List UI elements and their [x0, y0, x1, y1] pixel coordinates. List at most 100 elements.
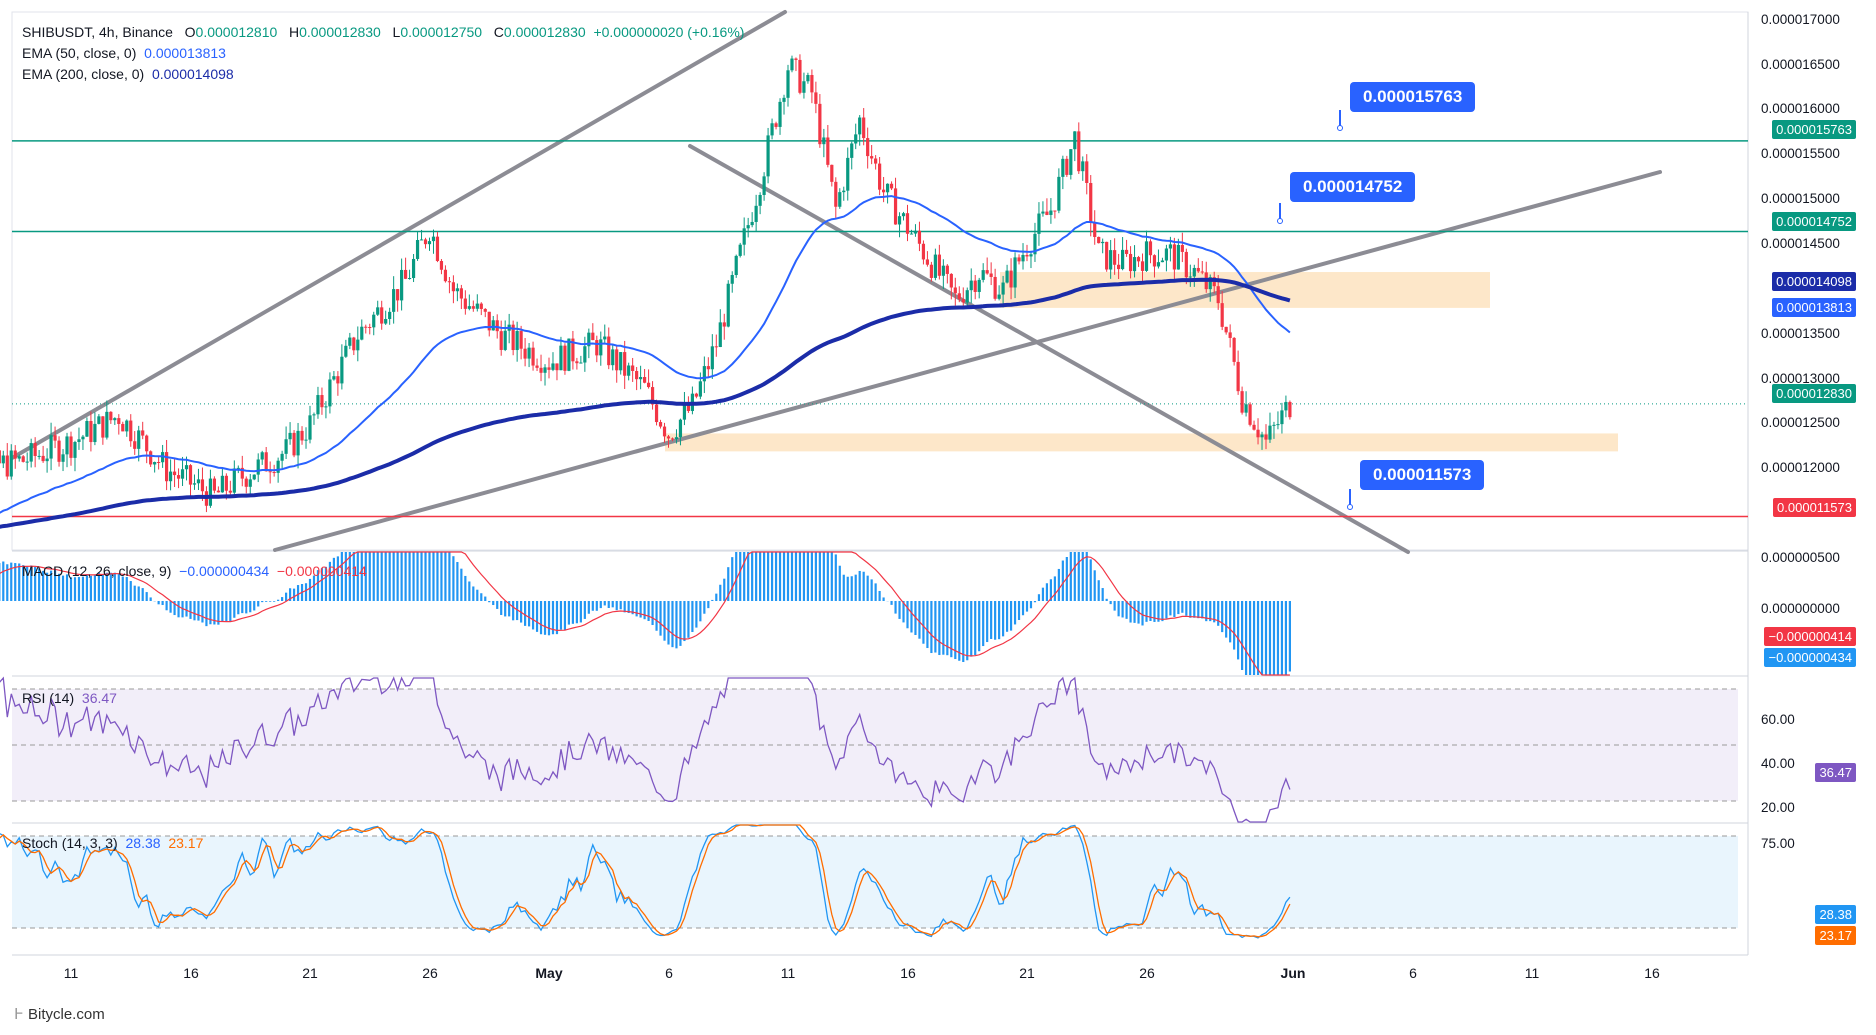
- candle-body: [635, 370, 639, 380]
- candle-body: [220, 475, 224, 493]
- candle-body: [929, 264, 933, 278]
- candle-body: [810, 75, 814, 93]
- candle-body: [650, 387, 655, 405]
- candle-body: [583, 346, 587, 363]
- candle-body: [631, 365, 635, 371]
- candle-body: [49, 435, 53, 459]
- candle-body: [495, 320, 499, 332]
- candle-body: [822, 137, 826, 145]
- candle-body: [897, 216, 902, 225]
- candle-body: [945, 265, 949, 274]
- candle-body: [862, 117, 866, 139]
- candle-body: [288, 432, 292, 440]
- candle-body: [515, 331, 519, 351]
- candle-body: [423, 239, 428, 245]
- candle-body: [623, 352, 627, 376]
- candle-body: [1037, 213, 1041, 234]
- callout-support[interactable]: 0.000011573: [1360, 460, 1485, 490]
- candle-body: [1192, 267, 1196, 277]
- candle-body: [953, 287, 957, 294]
- stoch-legend: Stoch (14, 3, 3) 28.38 23.17: [22, 835, 203, 851]
- callout-resistance-1[interactable]: 0.000015763: [1350, 82, 1476, 112]
- candle-body: [101, 416, 105, 438]
- candle-body: [527, 347, 531, 359]
- candle-body: [487, 311, 491, 331]
- candle-body: [89, 420, 93, 443]
- candle-body: [340, 356, 344, 384]
- rsi-tick: 40.00: [1761, 756, 1795, 771]
- candle-body: [1288, 401, 1292, 418]
- candle-body: [909, 233, 914, 235]
- candle-body: [13, 450, 17, 459]
- candle-body: [200, 479, 205, 492]
- candle-body: [1049, 210, 1053, 215]
- candle-body: [575, 361, 579, 364]
- candle-body: [1009, 270, 1013, 288]
- candle-body: [1256, 429, 1260, 438]
- candle-body: [551, 363, 555, 370]
- candle-body: [1160, 260, 1165, 263]
- trendline: [273, 170, 1662, 552]
- time-tick: 26: [1139, 965, 1155, 981]
- candle-body: [1013, 257, 1017, 288]
- candle-body: [427, 241, 432, 245]
- candle-body: [702, 366, 706, 382]
- tag-macd: −0.000000434: [1764, 648, 1856, 667]
- candle-body: [109, 411, 113, 421]
- price-tick: 0.000013500: [1761, 326, 1840, 341]
- time-tick: 6: [1409, 965, 1417, 981]
- candle-body: [25, 461, 29, 463]
- candle-body: [917, 230, 922, 244]
- candle-body: [232, 468, 236, 493]
- candle-body: [511, 324, 515, 351]
- candle-body: [627, 365, 631, 376]
- candle-body: [145, 435, 149, 452]
- tag-resistance-2: 0.000014752: [1772, 212, 1856, 231]
- candle-body: [77, 439, 81, 443]
- candle-body: [762, 176, 766, 195]
- candle-body: [33, 443, 37, 456]
- candle-body: [240, 467, 244, 479]
- candle-body: [1200, 271, 1204, 273]
- candle-body: [678, 419, 683, 438]
- candle-body: [662, 426, 667, 437]
- candle-body: [921, 243, 926, 260]
- candle-body: [750, 221, 754, 226]
- candle-body: [706, 366, 710, 370]
- ema50-value: 0.000013813: [144, 45, 226, 61]
- candle-body: [555, 363, 559, 371]
- candle-body: [790, 58, 794, 71]
- candle-body: [1021, 254, 1025, 262]
- candle-body: [1168, 244, 1172, 249]
- candle-body: [694, 393, 698, 397]
- candle-body: [1109, 250, 1113, 270]
- candle-body: [1093, 223, 1097, 237]
- callout-resistance-2[interactable]: 0.000014752: [1290, 172, 1416, 202]
- candle-body: [981, 270, 985, 280]
- stoch-label: Stoch (14, 3, 3): [22, 835, 118, 851]
- candle-body: [443, 269, 448, 282]
- candle-body: [1073, 131, 1077, 150]
- candle-body: [718, 322, 722, 348]
- rsi-tick: 60.00: [1761, 712, 1795, 727]
- candle-body: [208, 478, 213, 506]
- time-tick: 11: [780, 965, 796, 981]
- candle-body: [316, 395, 320, 415]
- candle-body: [475, 303, 479, 309]
- candle-body: [758, 194, 762, 206]
- close-value: 0.000012830: [503, 24, 586, 40]
- rsi-band: [12, 689, 1738, 801]
- ema200-line: [0, 277, 1291, 529]
- candle-body: [782, 97, 786, 102]
- candle-body: [212, 478, 216, 491]
- candle-body: [754, 205, 758, 222]
- candle-body: [993, 276, 997, 299]
- price-tick: 0.000016500: [1761, 57, 1840, 72]
- candle-body: [1132, 257, 1137, 272]
- candle-body: [997, 294, 1001, 299]
- candle-body: [1029, 254, 1033, 257]
- candle-body: [941, 265, 945, 276]
- candle-body: [1280, 410, 1284, 425]
- candle-body: [965, 290, 969, 303]
